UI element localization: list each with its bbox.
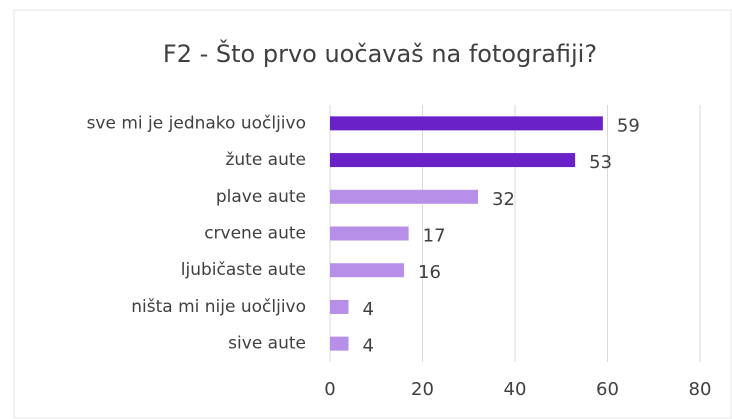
page: F2 - Što prvo uočavaš na fotografiji? 0 2…	[0, 0, 732, 419]
chart-frame	[14, 10, 731, 418]
x-tick-label: 0	[324, 379, 335, 400]
x-tick-label: 60	[596, 379, 619, 400]
bar	[330, 190, 478, 204]
y-tick-label: ljubičaste aute	[181, 260, 306, 280]
bar	[330, 153, 575, 167]
bar	[330, 263, 404, 277]
value-label: 53	[589, 152, 612, 173]
value-label: 16	[418, 262, 441, 283]
x-tick-label: 20	[411, 379, 434, 400]
value-label: 32	[492, 189, 515, 210]
y-tick-label: žute aute	[225, 150, 306, 170]
y-tick-label: crvene aute	[204, 224, 306, 244]
value-label: 4	[363, 336, 374, 357]
value-label: 17	[423, 226, 446, 247]
bar	[330, 337, 349, 351]
x-tick-label: 40	[504, 379, 527, 400]
chart-title: F2 - Što prvo uočavaš na fotografiji?	[163, 38, 597, 68]
bar	[330, 116, 603, 130]
y-tick-label: ništa mi nije uočljivo	[131, 297, 306, 317]
y-tick-label: plave aute	[216, 187, 306, 207]
value-label: 59	[617, 115, 640, 136]
bar	[330, 227, 409, 241]
bar	[330, 300, 349, 314]
y-tick-label: sve mi je jednako uočljivo	[87, 113, 306, 133]
value-label: 4	[363, 299, 374, 320]
y-tick-label: sive aute	[228, 334, 306, 354]
chart: F2 - Što prvo uočavaš na fotografiji? 0 2…	[0, 0, 732, 419]
x-tick-label: 80	[689, 379, 712, 400]
